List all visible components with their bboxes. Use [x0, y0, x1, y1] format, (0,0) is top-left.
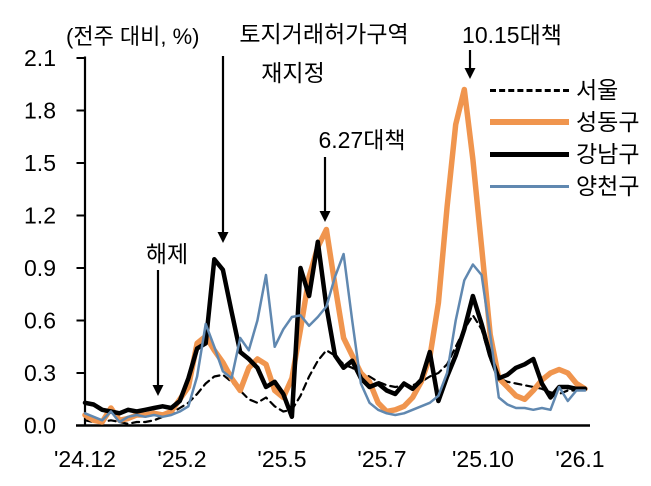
annotation-text: 해제 — [146, 241, 188, 267]
legend-item-seongdong: 성동구 — [490, 106, 639, 138]
y-tick-label: 1.2 — [24, 203, 56, 229]
legend-label-seoul: 서울 — [576, 76, 619, 103]
arrow-head-icon — [319, 211, 331, 222]
legend-line-gangnam-icon — [490, 151, 569, 157]
y-tick-label: 1.5 — [24, 150, 56, 176]
series-line-yangcheon-gu — [83, 252, 587, 424]
arrow-head-icon — [217, 232, 229, 243]
legend: 서울 성동구 강남구 양천구 — [490, 74, 639, 202]
legend-line-yangcheon-icon — [490, 184, 569, 188]
arrow-head-icon — [152, 385, 164, 396]
series-line-gangnam-gu — [82, 239, 588, 420]
annotation-text: 6.27대책 — [318, 127, 405, 153]
legend-item-gangnam: 강남구 — [490, 138, 639, 170]
y-tick-label: 0.0 — [24, 413, 56, 439]
series-line-seongdong-gu — [82, 86, 588, 425]
y-tick-label: 1.8 — [24, 98, 56, 124]
legend-line-seongdong-icon — [490, 119, 569, 125]
annotation-june-27-measure: 6.27대책 — [318, 127, 406, 222]
legend-line-seoul-icon — [490, 88, 569, 92]
x-tick-label: '25.10 — [452, 446, 514, 472]
arrow-head-icon — [464, 68, 476, 79]
annotation-text: 10.15대책 — [462, 22, 562, 48]
y-tick-label: 2.1 — [24, 45, 56, 71]
legend-item-yangcheon: 양천구 — [490, 170, 639, 202]
x-tick-label: '25.2 — [157, 446, 206, 472]
annotation-text: 토지거래허가구역 — [239, 21, 408, 47]
legend-label-seongdong: 성동구 — [576, 108, 640, 135]
axis-unit-label: (전주 대비, %) — [66, 24, 200, 49]
annotation-lift: 해제 — [146, 241, 188, 396]
x-tick-label: '26.1 — [555, 446, 604, 472]
annotation-oct-15-measure: 10.15대책 — [462, 22, 562, 79]
y-tick-label: 0.6 — [24, 308, 56, 334]
y-tick-label: 0.3 — [24, 360, 56, 386]
legend-item-seoul: 서울 — [490, 74, 639, 106]
x-tick-label: '25.5 — [257, 446, 306, 472]
y-tick-label: 0.9 — [24, 255, 56, 281]
x-tick-label: '25.7 — [357, 446, 406, 472]
legend-label-gangnam: 강남구 — [576, 140, 640, 167]
annotation-text: 재지정 — [261, 60, 324, 86]
x-tick-label: '24.12 — [54, 446, 116, 472]
legend-label-yangcheon: 양천구 — [576, 172, 640, 199]
